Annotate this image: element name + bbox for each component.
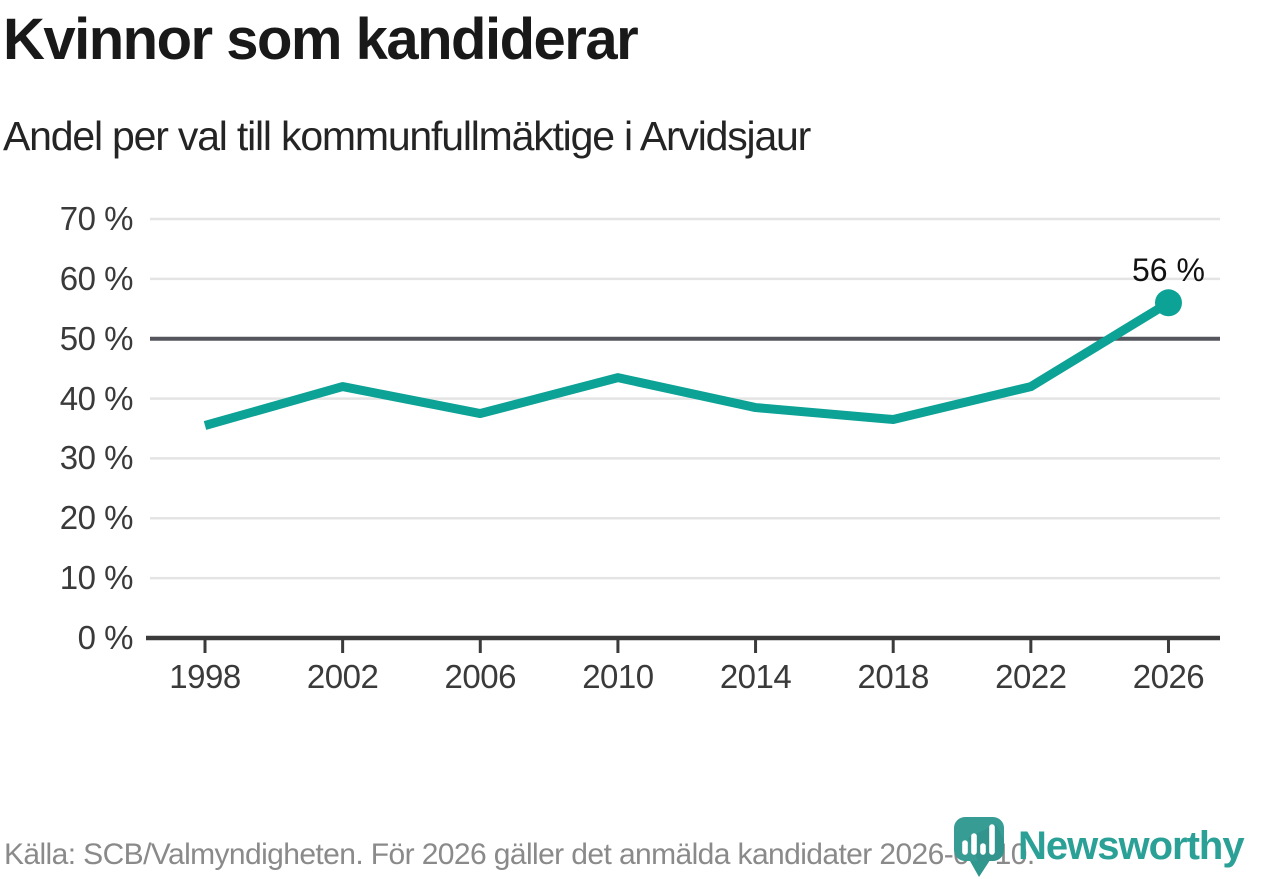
source-note: Källa: SCB/Valmyndigheten. För 2026 gäll… xyxy=(4,838,1035,871)
x-tick-label-2002: 2002 xyxy=(306,658,379,695)
newsworthy-wordmark: Newsworthy xyxy=(1018,824,1245,868)
y-tick-label-60: 60 % xyxy=(59,259,134,297)
y-tick-label-40: 40 % xyxy=(59,379,134,417)
newsworthy-pin-chart-icon xyxy=(954,817,1004,877)
x-tick-label-2014: 2014 xyxy=(719,658,792,695)
y-tick-label-70: 70 % xyxy=(59,200,134,237)
x-tick-label-2006: 2006 xyxy=(444,658,517,695)
x-tick-label-2026: 2026 xyxy=(1132,658,1205,695)
y-tick-label-30: 30 % xyxy=(59,439,134,477)
page-title: Kvinnor som kandiderar xyxy=(3,7,639,72)
x-tick-label-2010: 2010 xyxy=(582,658,654,695)
y-tick-label-10: 10 % xyxy=(59,559,134,597)
x-tick-label-1998: 1998 xyxy=(169,658,241,695)
end-point-marker xyxy=(1154,289,1182,317)
data-line xyxy=(203,298,1171,430)
y-tick-label-0: 0 % xyxy=(77,619,134,656)
last-point-value-label: 56 % xyxy=(1132,252,1205,288)
x-tick-label-2018: 2018 xyxy=(857,658,929,695)
page-subtitle: Andel per val till kommunfullmäktige i A… xyxy=(3,113,811,159)
newsworthy-logo: Newsworthy xyxy=(948,808,1262,879)
y-tick-label-50: 50 % xyxy=(59,319,134,357)
y-tick-label-20: 20 % xyxy=(59,499,134,537)
x-tick-label-2022: 2022 xyxy=(995,658,1067,695)
